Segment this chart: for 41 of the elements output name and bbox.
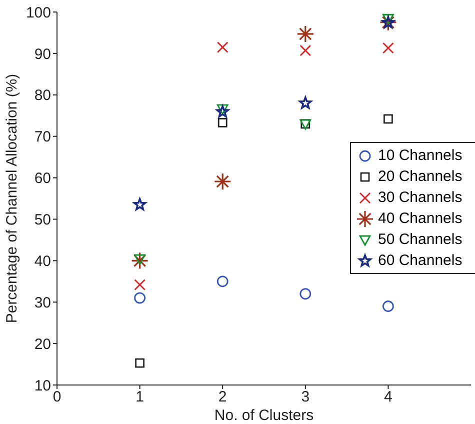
y-axis-title: Percentage of Channel Allocation (%) <box>3 74 20 324</box>
legend-label: 50 Channels <box>378 231 462 248</box>
legend-label: 10 Channels <box>378 147 462 164</box>
legend-label: 20 Channels <box>378 168 462 185</box>
point <box>382 16 395 28</box>
point <box>216 42 228 53</box>
y-tick-label: 90 <box>34 46 51 63</box>
point <box>134 292 146 304</box>
point <box>382 42 394 54</box>
point <box>300 288 312 300</box>
point <box>131 252 149 270</box>
y-tick-label: 40 <box>34 252 51 270</box>
x-tick-label: 0 <box>52 388 62 406</box>
point <box>384 114 393 124</box>
point <box>134 279 146 290</box>
y-tick-label: 80 <box>34 87 51 104</box>
y-tick-label: 60 <box>34 170 51 188</box>
legend-label: 40 Channels <box>378 210 462 227</box>
legend-label: 60 Channels <box>378 252 462 269</box>
y-tick-label: 20 <box>34 336 51 353</box>
point <box>382 300 394 312</box>
x-tick-label: 4 <box>384 388 392 406</box>
point <box>296 25 314 43</box>
y-tick-label: 10 <box>34 377 51 394</box>
point <box>218 118 228 128</box>
x-tick-label: 3 <box>301 388 310 406</box>
y-tick-label: 100 <box>26 4 51 22</box>
point <box>133 198 146 210</box>
point <box>299 96 312 109</box>
point <box>135 358 144 368</box>
y-tick-label: 70 <box>34 128 51 146</box>
legend-label: 30 Channels <box>378 189 462 206</box>
point <box>134 254 146 265</box>
x-tick-label: 1 <box>136 388 144 406</box>
y-tick-label: 50 <box>34 212 51 229</box>
point <box>300 44 312 56</box>
y-tick-label: 30 <box>34 294 51 312</box>
x-tick-label: 2 <box>218 388 227 406</box>
x-axis-title: No. of Clusters <box>214 407 314 424</box>
point <box>216 276 228 288</box>
point <box>214 172 232 190</box>
